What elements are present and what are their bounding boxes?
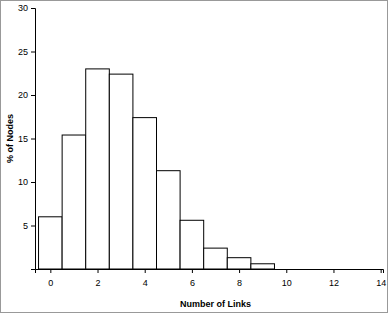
plot: 0 2 4 6 8 10 12 14 5 10 15 20 25 30 [18,3,386,288]
chart: 0 2 4 6 8 10 12 14 5 10 15 20 25 30 Number of Links % o… [0,0,388,313]
tick-label: 4 [143,278,148,288]
tick-label: 10 [282,278,292,288]
tick-mark [98,269,99,273]
tick-mark [239,269,240,273]
tick-label: 5 [23,221,28,231]
tick-label: 20 [18,90,28,100]
tick-label: 14 [376,278,386,288]
y-axis-title: % of Nodes [5,114,15,163]
tick: 30 [18,3,35,13]
tick-label: 0 [48,278,53,288]
x-axis-title: Number of Links [180,299,251,309]
tick: 14 [376,269,386,288]
tick-mark [333,269,334,273]
tick: 6 [190,269,195,288]
histogram-bar [86,69,110,269]
histogram-bar [180,220,204,269]
tick-mark [31,182,35,183]
tick-label: 10 [18,177,28,187]
tick-mark [31,52,35,53]
tick-label: 12 [329,278,339,288]
tick: 8 [237,269,242,288]
histogram-bar [251,264,275,269]
histogram-bar [227,258,251,269]
tick: 20 [18,90,35,100]
tick-mark [50,269,51,273]
tick: 25 [18,47,35,57]
histogram-bar [204,248,228,269]
tick-mark [381,269,382,273]
tick: 15 [18,134,35,144]
tick: 12 [329,269,339,288]
tick: 10 [282,269,292,288]
tick-label: 30 [18,3,28,13]
tick-label: 6 [190,278,195,288]
tick-label: 25 [18,47,28,57]
tick-label: 15 [18,134,28,144]
tick: 2 [96,269,101,288]
tick-mark [31,139,35,140]
tick-mark [31,8,35,9]
tick: 0 [48,269,53,288]
histogram-bar [39,217,63,269]
histogram-bar [62,135,86,269]
tick-mark [145,269,146,273]
x-axis: 0 2 4 6 8 10 12 14 [36,269,387,288]
histogram-bar [157,171,181,269]
axis-line [36,270,384,274]
background [1,1,388,313]
axis-line [31,9,36,270]
tick: 4 [143,269,148,288]
tick-mark [31,226,35,227]
tick-label: 8 [237,278,242,288]
tick: 10 [18,177,35,187]
tick-mark [31,95,35,96]
histogram-bar [109,74,133,269]
y-axis: 5 10 15 20 25 30 [18,3,36,269]
tick-mark [192,269,193,273]
tick-label: 2 [96,278,101,288]
bars [39,69,275,269]
tick: 5 [23,221,35,231]
tick-mark [286,269,287,273]
histogram-bar [133,118,157,269]
